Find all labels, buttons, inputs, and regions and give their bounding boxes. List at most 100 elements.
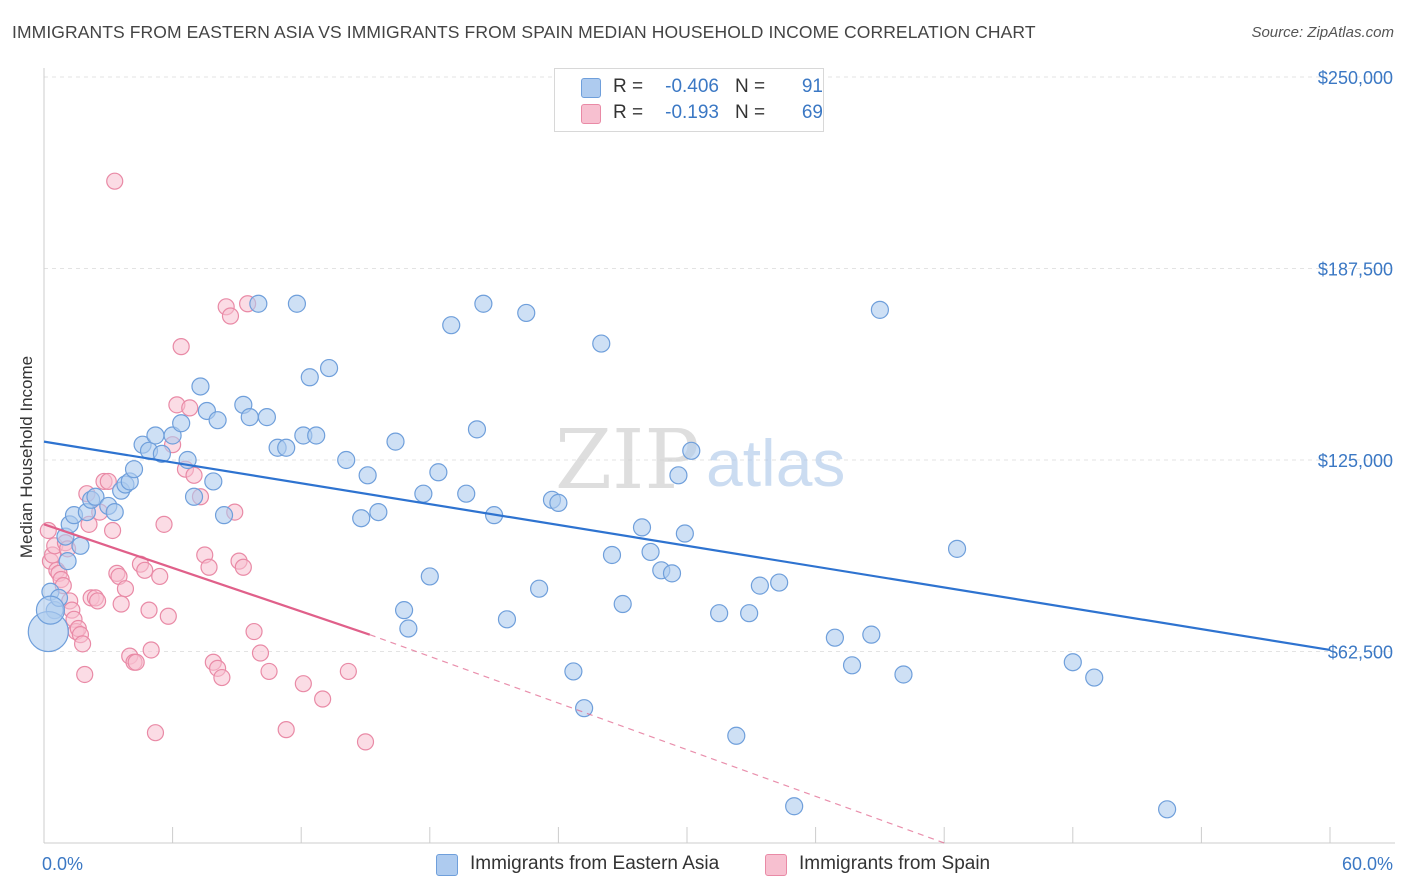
spain-point [356, 733, 375, 751]
spain-point [106, 172, 124, 190]
legend-swatch-pink [581, 104, 601, 124]
watermark: ZIP atlas [555, 413, 845, 508]
eastern-asia-point [740, 604, 759, 623]
eastern-asia-point [947, 539, 967, 558]
eastern-asia-point [564, 662, 583, 681]
eastern-asia-point [386, 432, 405, 451]
eastern-asia-point [894, 665, 913, 684]
series-swatch-pink [765, 854, 787, 876]
legend-n-label: N = [735, 102, 766, 123]
legend-r-value: -0.193 [665, 102, 719, 123]
eastern-asia-point [287, 294, 307, 313]
trendlines [43, 440, 1331, 844]
eastern-asia-point [592, 334, 611, 353]
eastern-asia-point [172, 414, 191, 433]
spain-point [73, 635, 92, 653]
eastern-asia-point [369, 502, 388, 522]
eastern-asia-point [394, 601, 414, 620]
spain-point [251, 644, 270, 662]
eastern-asia-point [442, 316, 461, 335]
tick-labels: $62,500 $125,000 $187,500 $250,000 0.0% 60.0% [42, 68, 1393, 874]
spain-point [136, 561, 154, 579]
eastern-asia-point [429, 463, 448, 482]
spain-point [112, 595, 130, 613]
spain-point [221, 307, 240, 325]
eastern-asia-point [549, 493, 568, 512]
spain-point [76, 665, 94, 684]
y-tick-label: $62,500 [1328, 643, 1393, 663]
eastern-asia-point [420, 567, 439, 586]
spain-point [234, 558, 252, 576]
chart-title: IMMIGRANTS FROM EASTERN ASIA VS IMMIGRAN… [12, 22, 1036, 42]
spain-point [245, 622, 263, 641]
spain-point [277, 721, 295, 739]
eastern-asia-point [300, 368, 319, 387]
eastern-asia-point [35, 595, 66, 625]
eastern-asia-point [870, 300, 890, 319]
eastern-asia-trendline [43, 440, 1331, 652]
legend-swatch-blue [581, 78, 601, 98]
spain-trendline-extension [369, 634, 945, 844]
spain-point [146, 724, 165, 742]
spain-point [159, 607, 177, 625]
series-legend: Immigrants from Eastern Asia Immigrants … [0, 850, 1406, 878]
spain-point [151, 567, 169, 586]
eastern-asia-point [86, 487, 105, 506]
eastern-asia-point [710, 604, 729, 623]
eastern-asia-point [257, 408, 277, 427]
series-label: Immigrants from Eastern Asia [470, 853, 720, 874]
spain-point [99, 472, 117, 491]
eastern-asia-point [632, 518, 652, 537]
eastern-asia-point [214, 506, 234, 525]
eastern-asia-point [319, 358, 339, 378]
eastern-asia-point [191, 377, 210, 396]
eastern-asia-point [249, 294, 268, 313]
eastern-asia-point [307, 426, 326, 445]
eastern-asia-point [770, 573, 789, 592]
eastern-asia-point [1158, 800, 1177, 819]
y-tick-label: $125,000 [1318, 451, 1393, 471]
spain-point [172, 338, 190, 356]
watermark-zip: ZIP [555, 413, 700, 508]
spain-point [88, 592, 107, 610]
spain-points [39, 172, 375, 751]
legend-r-label: R = [613, 102, 644, 123]
eastern-asia-point [204, 472, 223, 491]
eastern-asia-point [277, 438, 296, 457]
stats-legend: R = -0.406 N = 91 R = -0.193 N = 69 [554, 68, 824, 132]
spain-point [127, 653, 145, 671]
eastern-asia-point [842, 656, 862, 675]
legend-n-label: N = [735, 76, 766, 97]
eastern-asia-point [602, 545, 622, 565]
eastern-asia-point [414, 484, 433, 503]
legend-r-label: R = [613, 76, 644, 97]
eastern-asia-point [575, 699, 594, 718]
eastern-asia-point [105, 502, 124, 522]
y-tick-label: $250,000 [1318, 68, 1393, 88]
eastern-asia-point [862, 625, 881, 644]
eastern-asia-point [675, 524, 694, 543]
eastern-asia-point [474, 294, 493, 313]
legend-r-value: -0.406 [665, 76, 719, 97]
source-note: Source: ZipAtlas.com [1251, 24, 1394, 41]
spain-point [314, 690, 332, 708]
series-label: Immigrants from Spain [799, 853, 991, 874]
watermark-atlas: atlas [706, 426, 845, 500]
spain-point [140, 601, 158, 619]
eastern-asia-point [358, 466, 377, 485]
eastern-asia-point [152, 444, 171, 463]
eastern-asia-point [184, 487, 204, 506]
eastern-asia-point [613, 594, 632, 614]
legend-n-value: 69 [801, 102, 823, 123]
eastern-asia-point [750, 576, 769, 595]
eastern-asia-point [240, 408, 259, 427]
y-tick-label: $187,500 [1318, 260, 1393, 280]
spain-point [116, 580, 135, 598]
eastern-asia-point [457, 484, 476, 503]
spain-point [213, 668, 231, 687]
spain-point [142, 641, 160, 659]
spain-point [200, 558, 218, 576]
eastern-asia-point [1063, 653, 1082, 672]
spain-point [294, 675, 312, 693]
